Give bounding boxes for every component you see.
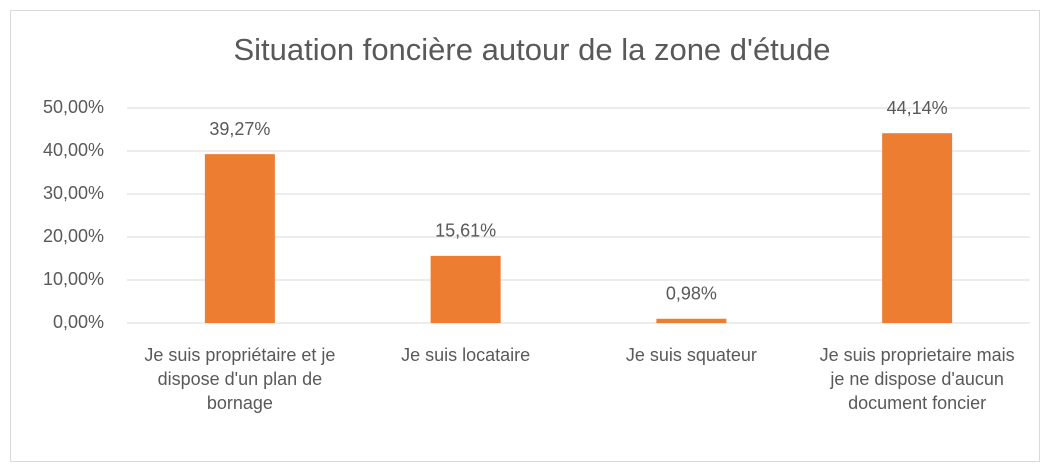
data-label: 44,14%	[887, 98, 948, 118]
y-tick-label: 0,00%	[53, 312, 104, 332]
x-tick-label: Je suis propriétaire et je dispose d'un …	[144, 345, 336, 413]
y-tick-label: 10,00%	[43, 269, 104, 289]
x-tick-label: Je suis proprietaire mais je ne dispose …	[819, 345, 1015, 413]
bar	[204, 154, 275, 323]
bar	[430, 255, 501, 323]
y-tick-label: 20,00%	[43, 226, 104, 246]
y-tick-label: 50,00%	[43, 97, 104, 117]
y-tick-label: 40,00%	[43, 140, 104, 160]
y-tick-label: 30,00%	[43, 183, 104, 203]
bar	[656, 318, 727, 323]
bar	[882, 133, 953, 323]
data-label: 0,98%	[666, 284, 717, 304]
x-tick-label: Je suis locataire	[401, 345, 531, 365]
data-label: 15,61%	[435, 221, 496, 241]
data-label: 39,27%	[209, 119, 270, 139]
chart-border	[10, 10, 1040, 462]
chart-title: Situation foncière autour de la zone d'é…	[233, 32, 830, 67]
x-tick-label: Je suis squateur	[625, 345, 757, 365]
